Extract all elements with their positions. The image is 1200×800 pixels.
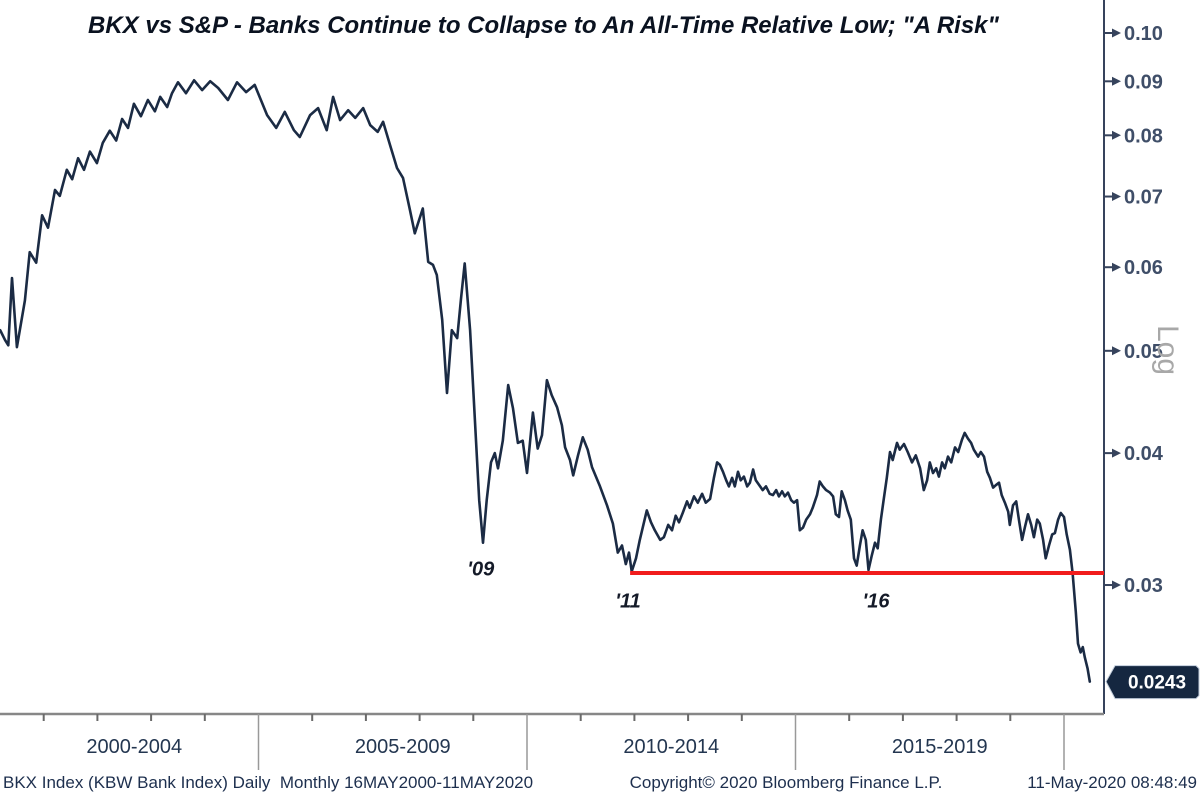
footer-ticker-info: BKX Index (KBW Bank Index) Daily Monthly… [3, 773, 534, 792]
x-axis-group-label: 2010-2014 [623, 736, 719, 758]
footer-timestamp: 11-May-2020 08:48:49 [1027, 773, 1197, 792]
log-scale-label: Log [1151, 325, 1184, 375]
last-value-label: 0.0243 [1128, 673, 1186, 694]
y-tick-arrow-icon [1112, 448, 1121, 458]
y-tick-label: 0.06 [1124, 257, 1163, 279]
x-axis-group-label: 2000-2004 [86, 736, 182, 758]
y-tick-arrow-icon [1112, 346, 1121, 356]
chart-title: BKX vs S&P - Banks Continue to Collapse … [88, 12, 999, 39]
year-annotation-label: '09 [467, 559, 495, 581]
last-value-tag [1105, 665, 1200, 700]
y-tick-arrow-icon [1112, 130, 1121, 140]
y-tick-label: 0.09 [1124, 71, 1163, 93]
y-tick-arrow-icon [1112, 192, 1121, 202]
ratio-line-series [0, 79, 1092, 683]
y-tick-label: 0.05 [1124, 341, 1163, 363]
x-axis-group-label: 2005-2009 [355, 736, 451, 758]
y-tick-arrow-icon [1112, 580, 1121, 590]
footer-copyright: Copyright© 2020 Bloomberg Finance L.P. [629, 773, 943, 792]
y-tick-arrow-icon [1112, 76, 1121, 86]
x-axis-group-label: 2015-2019 [892, 736, 988, 758]
y-tick-arrow-icon [1112, 262, 1121, 272]
y-tick-label: 0.07 [1124, 187, 1163, 209]
y-tick-arrow-icon [1112, 28, 1121, 38]
y-tick-label: 0.08 [1124, 125, 1163, 147]
year-annotation-label: '16 [863, 591, 891, 613]
y-tick-label: 0.04 [1124, 443, 1164, 465]
year-annotation-label: '11 [615, 591, 641, 613]
y-tick-label: 0.03 [1124, 575, 1163, 597]
y-tick-label: 0.10 [1124, 23, 1163, 45]
